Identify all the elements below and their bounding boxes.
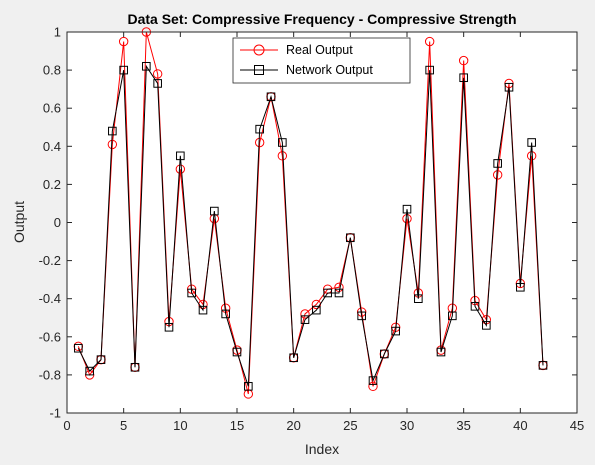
data-point-network-output	[96, 355, 106, 364]
data-point-real-output	[458, 55, 469, 66]
legend-box	[232, 37, 411, 84]
data-point-network-output	[482, 321, 491, 330]
data-point-real-output	[368, 381, 378, 392]
legend: Real Output Network Output	[232, 37, 411, 84]
data-point-network-output	[448, 311, 457, 321]
data-point-network-output	[266, 92, 276, 102]
data-point-network-output	[368, 376, 378, 385]
data-point-network-output	[380, 349, 389, 359]
data-point-real-output	[118, 36, 129, 47]
data-point-network-output	[470, 302, 480, 311]
data-point-network-output	[210, 206, 219, 216]
data-point-network-output	[516, 282, 525, 292]
x-tick-label: 35	[456, 418, 470, 433]
data-point-network-output	[391, 326, 400, 336]
chart-title: Data Set: Compressive Frequency - Compre…	[127, 11, 516, 27]
data-point-network-output	[85, 366, 94, 376]
data-point-network-output	[527, 138, 536, 147]
data-point-real-output	[300, 309, 310, 319]
y-tick-label: 0.8	[43, 63, 61, 78]
data-point-real-output	[152, 69, 163, 79]
y-tick-label: 0.4	[43, 139, 61, 154]
data-point-network-output	[436, 347, 446, 357]
data-point-network-output	[402, 204, 412, 214]
legend-label-real-output: Real Output	[286, 43, 353, 57]
y-axis-label: Output	[11, 201, 27, 243]
x-tick-label: 0	[63, 418, 70, 433]
y-tick-label: 0	[54, 215, 61, 230]
y-tick-label: -0.8	[39, 367, 61, 382]
data-point-network-output	[504, 82, 514, 92]
data-point-network-output	[255, 124, 264, 134]
data-point-network-output	[312, 305, 321, 315]
x-tick-label: 5	[120, 418, 127, 433]
x-tick-label: 10	[173, 418, 187, 433]
legend-entry-real-output: Real Output	[240, 43, 353, 57]
data-point-network-output	[164, 322, 174, 332]
y-tick-label: 1	[54, 25, 61, 40]
data-point-network-output	[142, 61, 151, 71]
y-tick-label: 0.6	[43, 101, 61, 116]
y-tick-label: -0.6	[39, 329, 61, 344]
data-point-network-output	[232, 347, 242, 357]
data-point-network-output	[130, 362, 140, 372]
legend-entry-network-output: Network Output	[240, 63, 373, 77]
data-point-network-output	[244, 382, 253, 391]
y-tick-label: 0.2	[43, 177, 61, 192]
series-line-real-output	[77, 31, 544, 395]
data-point-network-output	[538, 361, 548, 370]
legend-label-network-output: Network Output	[286, 63, 373, 77]
data-point-real-output	[424, 36, 435, 47]
x-axis-label: Index	[305, 441, 339, 457]
data-point-network-output	[357, 311, 366, 321]
data-point-network-output	[493, 159, 502, 168]
data-point-network-output	[425, 65, 434, 75]
data-point-network-output	[198, 305, 208, 315]
legend-marker-network-output	[254, 65, 264, 75]
data-point-network-output	[323, 288, 332, 298]
series-line-network-output	[77, 64, 544, 387]
data-point-real-output	[175, 164, 186, 174]
data-point-network-output	[289, 353, 298, 363]
x-tick-label: 20	[286, 418, 300, 433]
legend-marker-real-output	[253, 44, 265, 56]
data-point-network-output	[187, 288, 196, 298]
data-point-network-output	[153, 79, 162, 88]
series-network-output	[74, 61, 548, 391]
x-tick-label: 15	[230, 418, 244, 433]
data-point-network-output	[119, 65, 128, 75]
data-point-network-output	[346, 233, 355, 243]
data-point-network-output	[176, 151, 185, 161]
y-tick-label: -1	[49, 406, 61, 421]
data-point-network-output	[221, 309, 230, 319]
data-point-real-output	[492, 170, 503, 180]
x-tick-label: 40	[513, 418, 527, 433]
data-point-network-output	[108, 126, 117, 136]
plot-area	[67, 32, 577, 413]
data-point-network-output	[334, 288, 344, 298]
data-point-network-output	[74, 343, 83, 353]
data-point-network-output	[414, 294, 423, 303]
y-tick-label: -0.2	[39, 253, 61, 268]
x-tick-label: 30	[400, 418, 414, 433]
data-point-network-output	[300, 315, 310, 324]
x-tick-label: 45	[570, 418, 584, 433]
x-tick-label: 25	[343, 418, 357, 433]
data-point-network-output	[459, 73, 468, 83]
y-tick-label: -0.4	[39, 291, 61, 306]
data-point-network-output	[278, 138, 287, 147]
